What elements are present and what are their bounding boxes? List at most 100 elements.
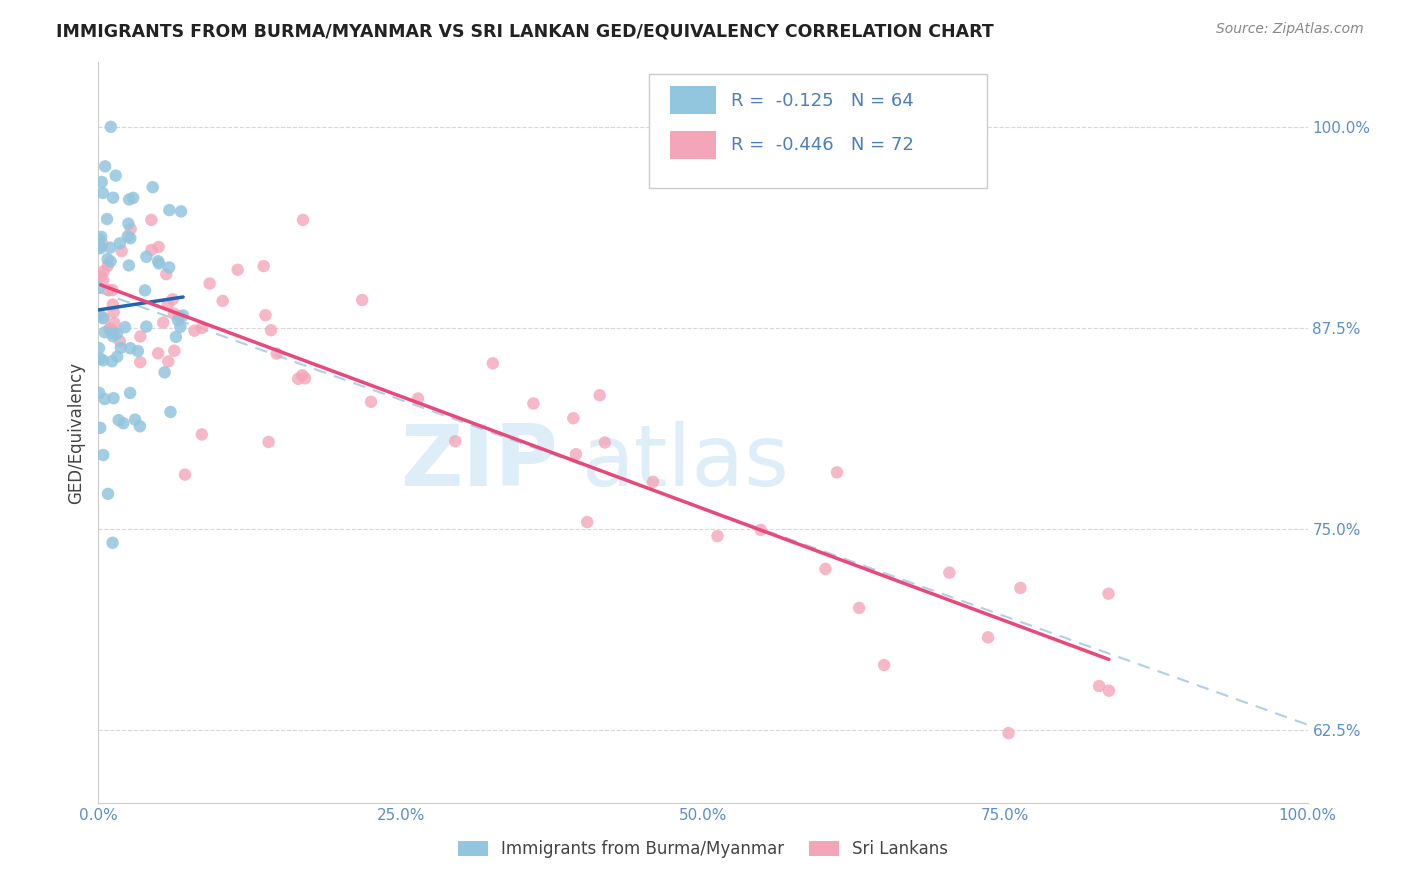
Point bbox=[157, 354, 180, 368]
Point bbox=[152, 316, 174, 330]
Point bbox=[100, 254, 122, 268]
Point bbox=[167, 309, 190, 323]
Bar bbox=[648, 73, 987, 188]
Point bbox=[91, 273, 114, 287]
Point bbox=[101, 326, 124, 341]
Point bbox=[172, 309, 194, 323]
Point bbox=[129, 355, 152, 369]
Point bbox=[135, 250, 157, 264]
Point bbox=[997, 726, 1019, 740]
Point bbox=[1088, 679, 1111, 693]
Point bbox=[157, 203, 180, 218]
Point bbox=[97, 487, 120, 501]
Point bbox=[260, 323, 283, 337]
Text: IMMIGRANTS FROM BURMA/MYANMAR VS SRI LANKAN GED/EQUIVALENCY CORRELATION CHART: IMMIGRANTS FROM BURMA/MYANMAR VS SRI LAN… bbox=[56, 22, 994, 40]
Point bbox=[159, 405, 181, 419]
Point bbox=[291, 368, 314, 383]
Point bbox=[93, 310, 115, 325]
Point bbox=[120, 222, 142, 236]
Point bbox=[87, 281, 110, 295]
Point bbox=[1098, 683, 1121, 698]
Point bbox=[522, 396, 544, 410]
Point bbox=[576, 515, 599, 529]
Point bbox=[114, 320, 136, 334]
Point bbox=[93, 392, 115, 406]
Point bbox=[406, 392, 429, 406]
Point bbox=[253, 259, 276, 273]
Point bbox=[141, 243, 163, 257]
Point bbox=[94, 159, 117, 173]
Point bbox=[89, 386, 111, 401]
Point bbox=[103, 325, 125, 339]
Point bbox=[190, 427, 212, 442]
Point bbox=[97, 283, 120, 297]
Text: Source: ZipAtlas.com: Source: ZipAtlas.com bbox=[1216, 22, 1364, 37]
Text: R =  -0.446   N = 72: R = -0.446 N = 72 bbox=[731, 136, 914, 154]
Point bbox=[103, 316, 125, 330]
Point bbox=[129, 419, 152, 434]
Point bbox=[118, 193, 141, 207]
Text: ZIP: ZIP bbox=[401, 421, 558, 504]
Point bbox=[100, 120, 122, 134]
Point bbox=[108, 236, 131, 251]
Point bbox=[873, 658, 896, 673]
Point bbox=[482, 356, 505, 370]
Point bbox=[162, 293, 184, 307]
Point bbox=[98, 241, 121, 255]
Point bbox=[129, 329, 152, 343]
Point bbox=[565, 447, 588, 461]
Point bbox=[169, 320, 191, 334]
Point bbox=[1010, 581, 1032, 595]
Point bbox=[90, 229, 112, 244]
Point bbox=[155, 267, 177, 281]
Point bbox=[814, 562, 837, 576]
Point bbox=[641, 475, 664, 489]
Point bbox=[294, 371, 316, 385]
Point bbox=[226, 262, 249, 277]
Point bbox=[111, 244, 134, 258]
Point bbox=[153, 365, 176, 379]
Point bbox=[287, 372, 309, 386]
Point bbox=[257, 434, 280, 449]
Point bbox=[105, 326, 128, 341]
Point bbox=[141, 213, 163, 227]
Point bbox=[103, 391, 125, 405]
Point bbox=[183, 324, 205, 338]
Point bbox=[266, 346, 288, 360]
Bar bbox=[671, 87, 716, 114]
Point bbox=[848, 601, 870, 615]
Point bbox=[117, 229, 139, 244]
Point bbox=[103, 305, 125, 319]
Point bbox=[89, 351, 111, 366]
Point bbox=[122, 191, 145, 205]
Point bbox=[706, 529, 728, 543]
Point bbox=[101, 329, 124, 343]
Point bbox=[135, 319, 157, 334]
Point bbox=[90, 268, 112, 283]
Point bbox=[89, 241, 111, 255]
Point bbox=[148, 240, 170, 254]
Point bbox=[593, 435, 616, 450]
Point bbox=[105, 350, 128, 364]
Point bbox=[1097, 587, 1119, 601]
Point bbox=[444, 434, 467, 449]
Point bbox=[96, 212, 118, 227]
Point bbox=[977, 631, 1000, 645]
Point bbox=[91, 186, 114, 200]
Point bbox=[174, 467, 197, 482]
Point bbox=[104, 169, 127, 183]
Point bbox=[142, 180, 165, 194]
Point bbox=[167, 313, 190, 327]
Point bbox=[93, 264, 115, 278]
Point bbox=[146, 254, 169, 268]
Point bbox=[291, 213, 314, 227]
Point bbox=[198, 277, 221, 291]
Point bbox=[91, 448, 114, 462]
Point bbox=[101, 535, 124, 549]
Point bbox=[165, 330, 187, 344]
Point bbox=[87, 341, 110, 355]
Point bbox=[156, 297, 179, 311]
Point bbox=[127, 343, 149, 358]
Point bbox=[163, 343, 186, 358]
Point bbox=[98, 322, 121, 336]
